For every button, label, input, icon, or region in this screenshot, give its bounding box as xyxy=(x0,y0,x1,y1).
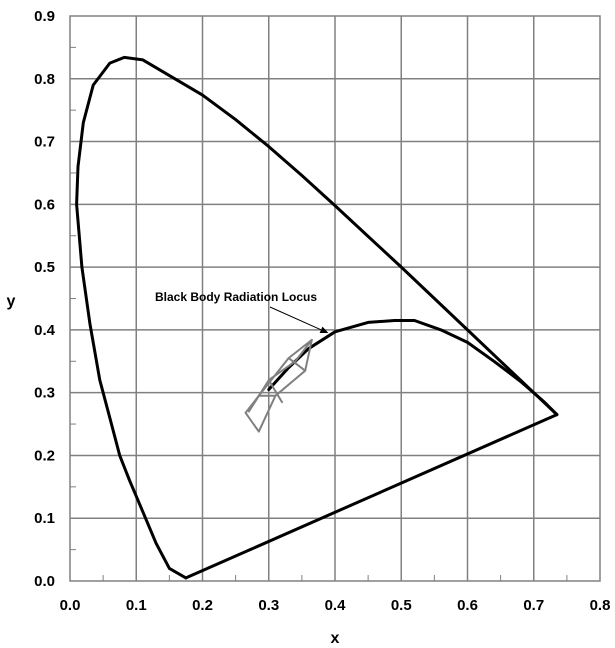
annotation-label: Black Body Radiation Locus xyxy=(155,290,317,304)
y-tick-label: 0.6 xyxy=(34,196,55,213)
y-tick-labels: 0.0 0.1 0.2 0.3 0.4 0.5 0.6 0.7 0.8 0.9 xyxy=(34,8,56,590)
x-axis-label: x xyxy=(331,630,340,647)
series-spectral-locus xyxy=(75,55,559,580)
x-tick-label: 0.3 xyxy=(258,597,279,614)
y-tick-label: 0.8 xyxy=(34,71,55,88)
x-tick-label: 0.8 xyxy=(590,597,611,614)
y-tick-label: 0.3 xyxy=(34,385,55,402)
x-tick-labels: 0.0 0.1 0.2 0.3 0.4 0.5 0.6 0.7 0.8 xyxy=(60,597,611,614)
y-tick-label: 0.4 xyxy=(34,322,56,339)
x-tick-label: 0.0 xyxy=(60,597,81,614)
y-tick-label: 0.1 xyxy=(34,510,55,527)
annotation: Black Body Radiation Locus xyxy=(155,290,329,334)
series-grid-region-inner-2 xyxy=(287,357,307,372)
grid xyxy=(70,16,600,581)
x-tick-label: 0.4 xyxy=(325,597,347,614)
y-tick-label: 0.5 xyxy=(34,259,55,276)
series-group xyxy=(75,55,559,580)
series-grid-region-inner-3 xyxy=(247,338,313,413)
y-tick-label: 0.2 xyxy=(34,447,55,464)
series-black-body-locus xyxy=(267,319,559,417)
series-purple-line xyxy=(184,413,559,580)
annotation-arrow-line xyxy=(269,306,322,331)
x-tick-label: 0.6 xyxy=(457,597,478,614)
y-tick-label: 0.7 xyxy=(34,134,55,151)
x-tick-label: 0.1 xyxy=(126,597,147,614)
x-tick-label: 0.2 xyxy=(192,597,213,614)
minor-ticks xyxy=(70,46,568,581)
y-tick-label: 0.9 xyxy=(34,8,55,25)
x-tick-label: 0.5 xyxy=(391,597,412,614)
annotation-arrowhead xyxy=(319,326,329,334)
y-axis-label: y xyxy=(7,293,16,310)
series-grid-region-inner-4 xyxy=(267,379,283,404)
y-tick-label: 0.0 xyxy=(34,573,55,590)
x-tick-label: 0.7 xyxy=(523,597,544,614)
